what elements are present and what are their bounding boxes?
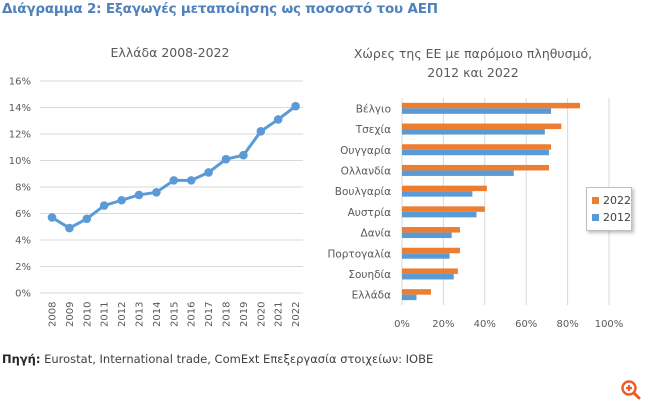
line-chart-x-tick-label: 2021 xyxy=(274,302,285,327)
bar-2022 xyxy=(402,227,460,233)
line-data-point xyxy=(186,176,196,185)
bar-chart-category-label: Βέλγιο xyxy=(356,103,391,115)
line-chart-x-tick-label: 2020 xyxy=(256,302,267,327)
bar-2022 xyxy=(402,268,458,274)
bar-2012 xyxy=(402,294,417,301)
zoom-in-icon xyxy=(621,380,641,400)
bar-2022 xyxy=(402,164,549,171)
line-chart-x-tick-label: 2009 xyxy=(65,302,76,327)
bar-chart: 0% 20% 40% 60% 80% 100% Βέλγιο Τσεχία Ουγγαρία Ολ… xyxy=(327,98,623,330)
bar-2022 xyxy=(402,247,460,254)
bar-chart-category-label: Ουγγαρία xyxy=(340,145,391,157)
bar-chart-x-tick-label: 80% xyxy=(556,319,578,330)
legend-swatch-2022 xyxy=(592,197,599,204)
source-text: Eurostat, International trade, ComExt Επ… xyxy=(44,352,434,366)
bar-chart-category-label: Βουλγαρία xyxy=(335,186,391,198)
line-chart-x-tick-label: 2012 xyxy=(117,302,128,327)
line-data-point xyxy=(291,101,300,111)
bar-chart-category-label: Πορτογαλία xyxy=(327,248,391,260)
bar-2022 xyxy=(402,206,485,212)
legend-label-2022: 2022 xyxy=(603,194,631,207)
bar-2022 xyxy=(402,185,487,192)
bar-2012 xyxy=(402,191,473,197)
line-data-point xyxy=(99,201,109,210)
line-data-point xyxy=(256,127,266,136)
bar-2022 xyxy=(402,144,552,150)
bar-chart-title: Χώρες της ΕΕ με παρόμοιο πληθυσμό, 2012 … xyxy=(348,44,598,82)
source-label: Πηγή: xyxy=(2,352,41,366)
line-chart: 0% 2% 4% 6% 8% 10% 12% 14% 16% 2008 2009 2010 2011 20… xyxy=(9,77,303,327)
line-chart-x-tick-label: 2017 xyxy=(204,302,215,327)
line-chart-x-tick-label: 2016 xyxy=(187,302,198,327)
figure-title: Διάγραμμα 2: Εξαγωγές μεταποίησης ως ποσ… xyxy=(2,1,438,17)
line-chart-y-tick-label: 14% xyxy=(9,103,31,114)
bar-chart-category-label: Τσεχία xyxy=(355,124,391,136)
line-data-point xyxy=(239,150,248,160)
bar-chart-x-tick-label: 0% xyxy=(394,319,410,330)
legend-swatch-2012 xyxy=(592,214,599,221)
line-chart-x-tick-label: 2019 xyxy=(239,302,250,327)
bar-chart-category-label: Αυστρία xyxy=(348,207,391,219)
line-chart-y-tick-label: 0% xyxy=(15,289,31,300)
bar-2022 xyxy=(402,123,562,130)
source-note: Πηγή: Eurostat, International trade, Com… xyxy=(2,352,433,366)
legend-item-2022: 2022 xyxy=(592,194,631,207)
legend-label-2012: 2012 xyxy=(603,211,631,224)
line-chart-y-tick-label: 2% xyxy=(15,262,31,273)
bar-chart-category-label: Σουηδία xyxy=(348,269,391,281)
line-chart-y-tick-label: 10% xyxy=(9,156,31,167)
line-chart-x-tick-label: 2015 xyxy=(169,302,180,327)
line-chart-x-tick-label: 2018 xyxy=(222,302,233,327)
line-data-point xyxy=(273,115,283,124)
bar-chart-x-tick-label: 60% xyxy=(515,319,537,330)
line-chart-x-tick-label: 2008 xyxy=(48,302,59,327)
line-data-point xyxy=(152,188,161,197)
bar-chart-x-tick-label: 100% xyxy=(595,319,624,330)
bar-2022 xyxy=(402,102,581,109)
bar-2012 xyxy=(402,149,549,156)
line-chart-y-tick-label: 12% xyxy=(9,130,31,141)
bar-2022 xyxy=(402,289,431,295)
bar-chart-legend: 2022 2012 xyxy=(586,187,632,231)
bar-chart-title-line1: Χώρες της ΕΕ με παρόμοιο πληθυσμό, xyxy=(353,46,593,61)
line-chart-x-tick-label: 2014 xyxy=(152,302,163,327)
bar-2012 xyxy=(402,170,514,176)
line-chart-x-tick-label: 2013 xyxy=(135,302,146,327)
bar-2012 xyxy=(402,232,452,239)
legend-item-2012: 2012 xyxy=(592,211,631,224)
line-data-point xyxy=(47,213,57,222)
bar-2012 xyxy=(402,273,454,280)
bar-chart-x-tick-label: 20% xyxy=(432,319,454,330)
line-data-point xyxy=(117,195,126,205)
line-data-point xyxy=(65,223,74,233)
zoom-in-button[interactable] xyxy=(618,377,644,403)
line-data-point xyxy=(82,214,92,224)
line-chart-y-tick-label: 16% xyxy=(9,77,31,88)
bar-chart-title-line2: 2012 και 2022 xyxy=(427,65,519,80)
line-chart-y-tick-label: 8% xyxy=(15,183,31,194)
line-chart-y-tick-label: 6% xyxy=(15,209,31,220)
line-chart-title: Ελλάδα 2008-2022 xyxy=(110,45,230,60)
line-data-point xyxy=(221,154,231,164)
line-data-point xyxy=(134,190,144,200)
bar-chart-category-label: Ελλάδα xyxy=(352,290,391,302)
bar-2012 xyxy=(402,211,477,218)
bar-chart-category-label: Δανία xyxy=(361,228,392,240)
bar-2012 xyxy=(402,253,450,259)
line-chart-y-tick-label: 4% xyxy=(15,236,31,247)
line-chart-x-tick-label: 2011 xyxy=(100,302,111,327)
bar-chart-x-tick-label: 40% xyxy=(474,319,496,330)
line-chart-x-tick-label: 2022 xyxy=(291,302,302,327)
bar-chart-category-label: Ολλανδία xyxy=(341,165,391,177)
line-data-point xyxy=(169,176,179,185)
bar-2012 xyxy=(402,108,552,114)
line-chart-x-tick-label: 2010 xyxy=(82,302,93,327)
line-series-path xyxy=(51,104,297,230)
bar-2012 xyxy=(402,129,545,135)
line-data-point xyxy=(204,168,213,177)
